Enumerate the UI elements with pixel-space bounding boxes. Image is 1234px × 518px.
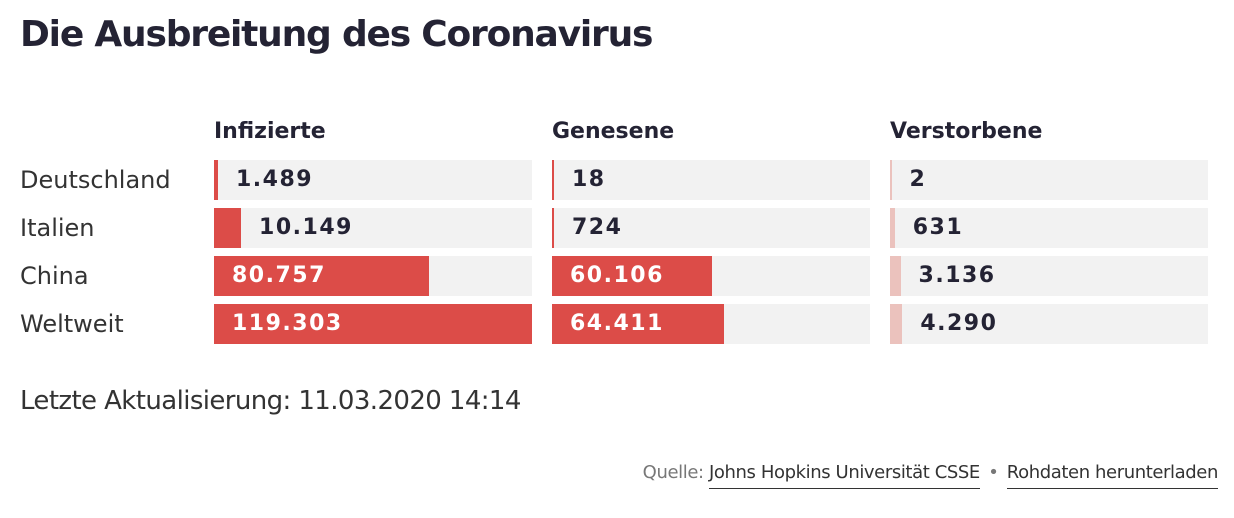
value-label: 631 — [912, 215, 964, 240]
table-cell: 2 — [890, 160, 1208, 200]
table-cell: 80.757 — [214, 256, 532, 296]
bar — [214, 304, 532, 344]
row-label-deutschland: Deutschland — [20, 166, 171, 194]
value-label: 119.303 — [232, 311, 343, 336]
table-cell: 64.411 — [552, 304, 870, 344]
bar — [890, 160, 892, 200]
source-line: Quelle: Johns Hopkins Universität CSSE •… — [642, 462, 1218, 489]
column-header-infizierte: Infizierte — [214, 119, 326, 144]
row-label-italien: Italien — [20, 214, 95, 242]
download-link[interactable]: Rohdaten herunterladen — [1006, 462, 1218, 489]
table-cell: 119.303 — [214, 304, 532, 344]
source-prefix: Quelle: — [642, 462, 704, 483]
last-updated: Letzte Aktualisierung: 11.03.2020 14:14 — [20, 386, 521, 416]
value-label: 10.149 — [259, 215, 353, 240]
value-label: 64.411 — [570, 311, 664, 336]
bar — [890, 256, 901, 296]
value-label: 3.136 — [918, 263, 996, 288]
bar — [890, 208, 895, 248]
separator-dot: • — [988, 462, 999, 483]
bar — [214, 208, 242, 248]
table-cell: 631 — [890, 208, 1208, 248]
source-link[interactable]: Johns Hopkins Universität CSSE — [709, 462, 980, 489]
column-header-genesene: Genesene — [552, 119, 675, 144]
value-label: 60.106 — [570, 263, 664, 288]
bar — [214, 256, 430, 296]
table-cell: 1.489 — [214, 160, 532, 200]
row-label-china: China — [20, 262, 89, 290]
bar — [214, 160, 218, 200]
chart-title: Die Ausbreitung des Coronavirus — [20, 14, 653, 55]
value-label: 80.757 — [232, 263, 326, 288]
value-label: 2 — [909, 167, 927, 192]
value-label: 18 — [572, 167, 606, 192]
table-cell: 18 — [552, 160, 870, 200]
bar — [552, 256, 713, 296]
table-cell: 724 — [552, 208, 870, 248]
bar — [890, 304, 903, 344]
value-label: 724 — [572, 215, 623, 240]
row-label-weltweit: Weltweit — [20, 310, 124, 338]
bar — [552, 160, 554, 200]
value-label: 4.290 — [920, 311, 998, 336]
value-label: 1.489 — [235, 167, 314, 192]
bar — [552, 208, 554, 248]
table-cell: 60.106 — [552, 256, 870, 296]
table-cell: 4.290 — [890, 304, 1208, 344]
column-header-verstorbene: Verstorbene — [890, 119, 1043, 144]
table-cell: 10.149 — [214, 208, 532, 248]
table-cell: 3.136 — [890, 256, 1208, 296]
bar — [552, 304, 724, 344]
